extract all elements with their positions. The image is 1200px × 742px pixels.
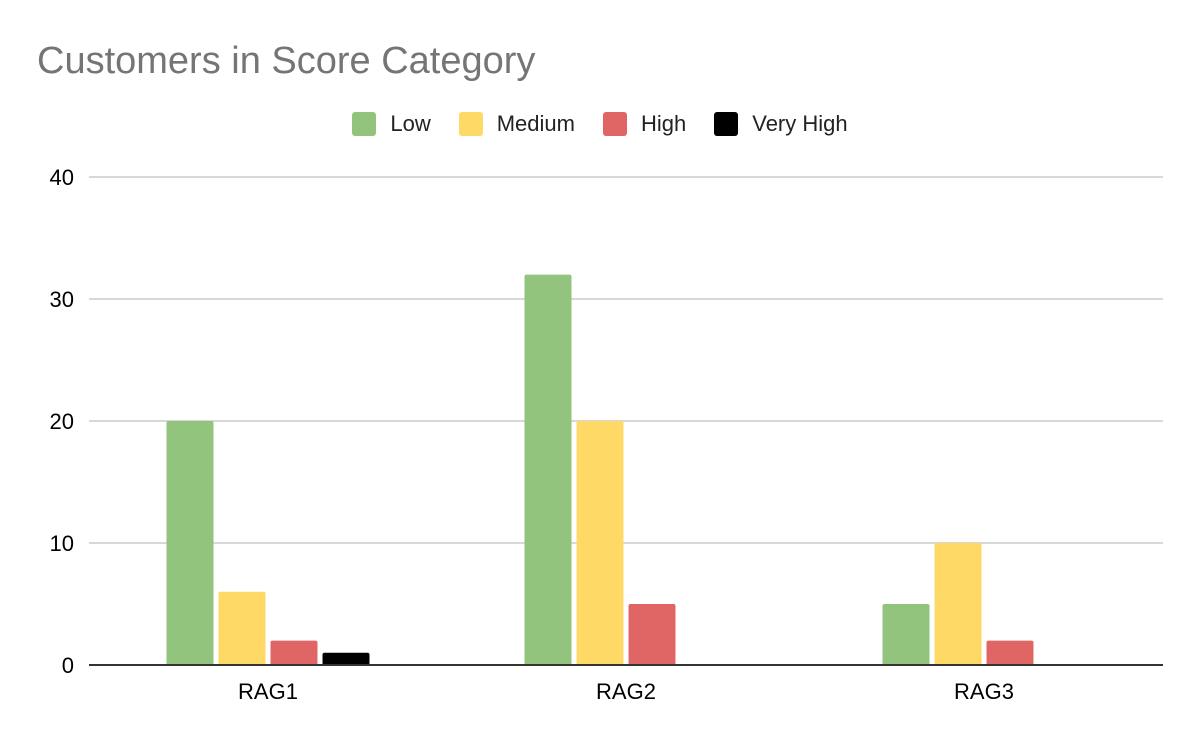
y-tick-label: 20 (50, 409, 74, 434)
legend-item-very-high: Very High (714, 111, 848, 137)
legend-swatch-high (602, 112, 627, 136)
x-tick-label: RAG1 (238, 679, 298, 704)
legend-swatch-very-high (714, 112, 739, 136)
bar-medium (218, 591, 266, 665)
legend-item-high: High (602, 111, 687, 137)
bar-low (524, 274, 572, 665)
y-tick-label: 10 (50, 531, 74, 556)
legend-item-medium: Medium (458, 111, 575, 137)
legend-label-low: Low (390, 111, 431, 136)
y-tick-label: 0 (62, 653, 74, 678)
bar-low (882, 604, 930, 665)
y-tick-label: 30 (50, 287, 74, 312)
bar-high (270, 640, 318, 665)
bar-low (166, 421, 214, 665)
legend-label-high: High (640, 111, 687, 136)
legend-swatch-medium (458, 112, 483, 136)
bar-medium (934, 543, 982, 665)
legend-label-medium: Medium (496, 111, 575, 136)
legend-swatch-low (352, 112, 377, 136)
y-tick-label: 40 (50, 165, 74, 190)
chart-title: Customers in Score Category (37, 40, 536, 82)
legend: Low Medium High Very High (0, 111, 1200, 137)
x-tick-label: RAG3 (954, 679, 1014, 704)
legend-item-low: Low (352, 111, 431, 137)
bar-medium (576, 421, 624, 665)
x-tick-label: RAG2 (596, 679, 656, 704)
bar-high (628, 604, 676, 665)
legend-label-very-high: Very High (752, 111, 848, 136)
bar-very-high (322, 652, 370, 665)
bar-high (986, 640, 1034, 665)
